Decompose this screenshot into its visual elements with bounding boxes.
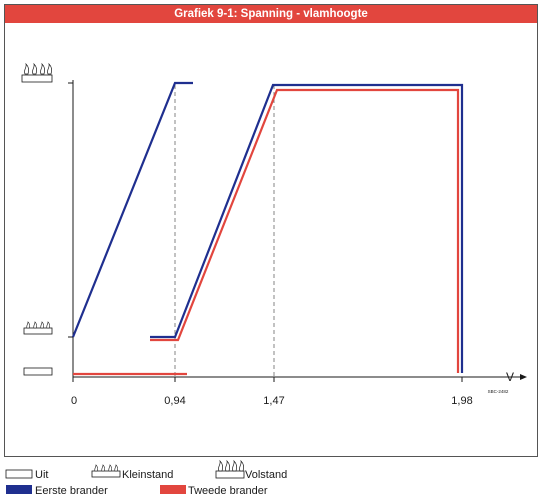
legend-volstand-icon [215, 459, 245, 479]
x-tick-label-0-94: 0,94 [164, 395, 185, 407]
series-tweede-brander-line [150, 88, 460, 373]
legend-kleinstand-icon [91, 464, 121, 478]
chart-frame: Grafiek 9-1: Spanning - vlamhoogte [4, 4, 538, 457]
x-tick-label-1-47: 1,47 [263, 395, 284, 407]
legend-volstand-label: Volstand [245, 469, 287, 481]
legend-tweede-brander-label: Tweede brander [188, 485, 268, 497]
legend-uit-swatch [5, 469, 33, 479]
x-axis-arrow [520, 374, 527, 380]
kleinstand-icon [23, 321, 53, 335]
figure-code: SBC-2482 [488, 389, 509, 394]
legend-eerste-brander-swatch [6, 485, 32, 494]
legend-uit-label: Uit [35, 469, 48, 481]
legend-eerste-brander-label: Eerste brander [35, 485, 108, 497]
uit-icon [23, 367, 53, 376]
series-eerste-brander-start-line [71, 81, 193, 338]
legend-tweede-brander-swatch [160, 485, 186, 494]
x-axis-label: V [506, 370, 514, 384]
series-eerste-brander-line [150, 83, 464, 373]
volstand-icon [21, 62, 53, 83]
x-tick-label-0: 0 [71, 395, 77, 407]
chart-title: Grafiek 9-1: Spanning - vlamhoogte [5, 5, 537, 23]
legend: Uit Kleinstand Volstand Eerste brander T… [5, 459, 287, 497]
x-tick-label-1-98: 1,98 [451, 395, 472, 407]
legend-kleinstand-label: Kleinstand [122, 469, 173, 481]
